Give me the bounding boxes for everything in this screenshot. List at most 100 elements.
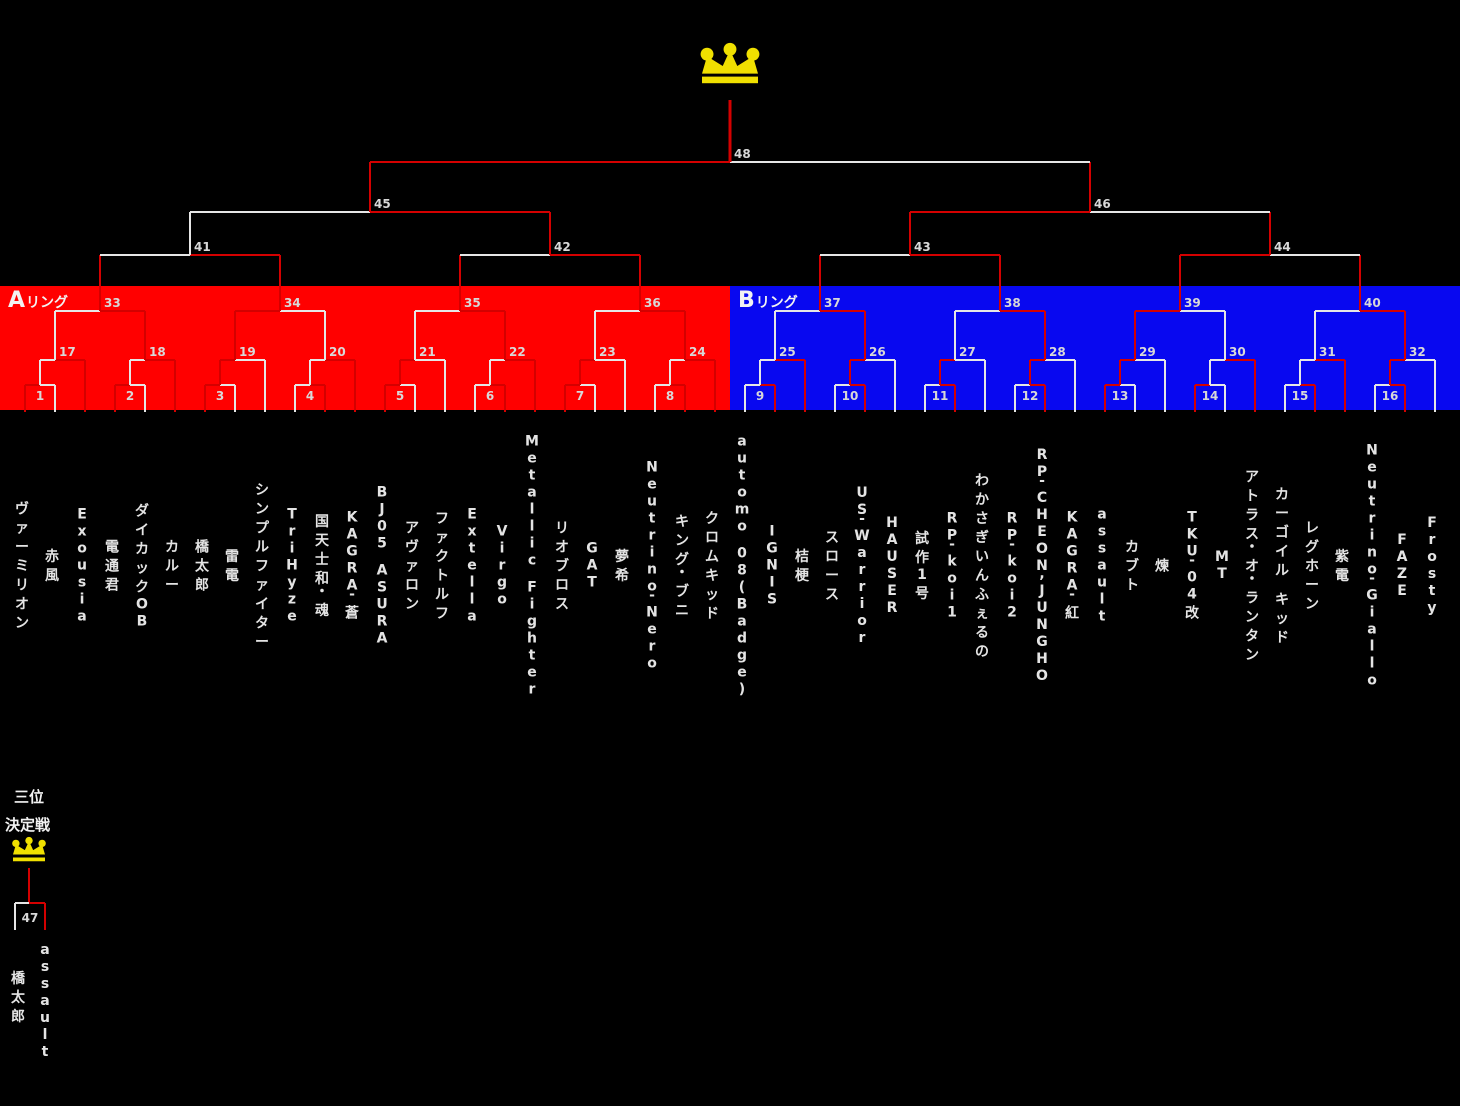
match-number-43: 43 [914, 240, 931, 254]
match-number-45: 45 [374, 197, 391, 211]
player-name: 紫電 [1335, 548, 1349, 584]
ring-b-letter: B [738, 288, 756, 313]
player-name: R P -k o i 2 [1007, 511, 1018, 621]
match-number-36: 36 [644, 296, 661, 310]
player-name: 雷電 [225, 548, 239, 584]
match-number-46: 46 [1094, 197, 1111, 211]
player-name: カルー [165, 540, 179, 594]
player-name: 試作 1 号 [915, 530, 929, 602]
match-number-35: 35 [464, 296, 481, 310]
player-name: 煉 [1155, 558, 1170, 575]
match-number-26: 26 [869, 345, 886, 359]
match-number-13: 13 [1112, 389, 1129, 403]
match-number-21: 21 [419, 345, 436, 359]
match-number-12: 12 [1022, 389, 1039, 403]
match-number-5: 5 [396, 389, 404, 403]
match-number-3: 3 [216, 389, 224, 403]
player-name: リオブロス [555, 521, 569, 613]
match-number-31: 31 [1319, 345, 1336, 359]
player-name: シンプルファイター [255, 483, 270, 651]
player-name: ヴァーミリオン [15, 501, 29, 632]
match-number-33: 33 [104, 296, 121, 310]
match-number-32: 32 [1409, 345, 1426, 359]
match-number-47: 47 [22, 911, 39, 925]
player-name: 橋太郎 [195, 539, 210, 594]
player-name: レグホーン [1305, 521, 1319, 613]
player-name: K A G R A -蒼 [345, 510, 359, 622]
match-number-6: 6 [486, 389, 494, 403]
player-name: 桔梗 [795, 548, 810, 584]
match-number-40: 40 [1364, 296, 1381, 310]
player-name: T K U -0 4 改 [1185, 510, 1200, 622]
player-name: クロムキッド [705, 511, 719, 622]
match-number-28: 28 [1049, 345, 1066, 359]
player-name: カーゴイル キッド [1275, 487, 1289, 646]
match-number-20: 20 [329, 345, 346, 359]
match-number-16: 16 [1382, 389, 1399, 403]
player-name: 電通君 [104, 539, 119, 594]
match-number-25: 25 [779, 345, 796, 359]
ring-a-letter: A [8, 288, 27, 313]
match-number-14: 14 [1202, 389, 1219, 403]
player-name: 国天士和・魂 [315, 514, 330, 619]
match-number-39: 39 [1184, 296, 1201, 310]
player-name: ファクトルフ [435, 511, 449, 622]
third-place-title-line2: 決定戦 [5, 816, 51, 834]
third-place-crown-icon [12, 836, 46, 862]
player-name: キング・ブニ [675, 514, 689, 619]
ring-b-band [730, 286, 1460, 410]
ring-a-suffix: リング [26, 295, 69, 311]
match-number-41: 41 [194, 240, 211, 254]
match-number-37: 37 [824, 296, 841, 310]
match-number-27: 27 [959, 345, 976, 359]
match-number-44: 44 [1274, 240, 1291, 254]
match-number-11: 11 [932, 389, 949, 403]
third-place-player-name: 橋太郎 [11, 970, 26, 1025]
third-place-title-line1: 三位 [14, 788, 45, 806]
champion-crown-icon [700, 42, 760, 84]
player-name: 赤風 [45, 549, 59, 584]
match-number-23: 23 [599, 345, 616, 359]
match-number-19: 19 [239, 345, 256, 359]
player-name: スロース [825, 530, 839, 603]
match-number-34: 34 [284, 296, 301, 310]
player-name: カブト [1125, 540, 1139, 594]
match-number-1: 1 [36, 389, 44, 403]
match-number-15: 15 [1292, 389, 1309, 403]
match-number-30: 30 [1229, 345, 1246, 359]
player-name: わかさぎいんふぇるの [975, 473, 989, 660]
match-number-29: 29 [1139, 345, 1156, 359]
match-number-17: 17 [59, 345, 76, 359]
match-number-7: 7 [576, 389, 584, 403]
match-number-48: 48 [734, 147, 751, 161]
match-number-9: 9 [756, 389, 764, 403]
match-number-18: 18 [149, 345, 166, 359]
match-number-38: 38 [1004, 296, 1021, 310]
player-name: アヴァロン [405, 521, 419, 613]
match-number-8: 8 [666, 389, 674, 403]
ring-b-label: Bリング [738, 288, 798, 313]
ring-a-band [0, 286, 730, 410]
player-name: K A G R A -紅 [1065, 510, 1079, 622]
player-name: ダイカック O B [135, 503, 149, 630]
match-number-4: 4 [306, 389, 314, 403]
ring-a-label: Aリング [8, 288, 68, 313]
match-number-10: 10 [842, 389, 859, 403]
